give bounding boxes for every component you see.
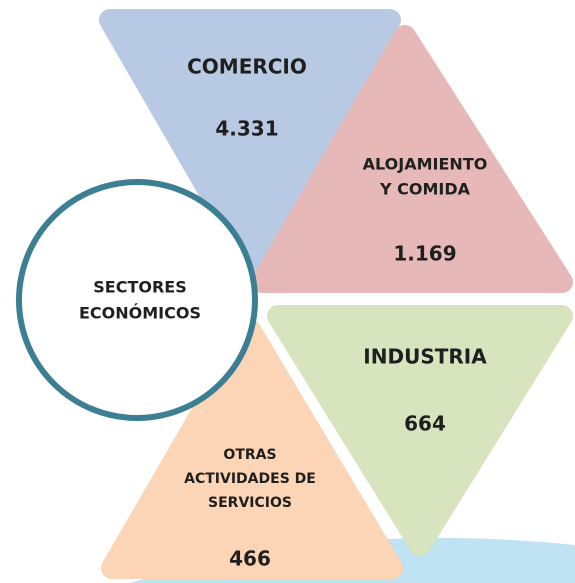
node-label: Y COMIDA xyxy=(379,180,471,199)
center-circle xyxy=(16,179,258,421)
otras-triangle xyxy=(101,319,403,579)
node-label: ALOJAMIENTO xyxy=(363,155,488,174)
center-label: ECONÓMICOS xyxy=(79,304,201,323)
comercio-triangle xyxy=(99,9,401,273)
node-label: OTRAS xyxy=(223,447,276,463)
industria-triangle xyxy=(267,305,573,556)
node-value: 466 xyxy=(229,547,271,571)
node-label: SERVICIOS xyxy=(208,495,292,511)
node-label: INDUSTRIA xyxy=(363,345,487,369)
node-value: 1.169 xyxy=(393,242,456,266)
node-label: COMERCIO xyxy=(187,55,307,79)
node-value: 664 xyxy=(404,412,446,436)
alojamiento-triangle xyxy=(251,25,573,293)
node-value: 4.331 xyxy=(215,117,278,141)
center-label: SECTORES xyxy=(93,278,186,297)
node-label: ACTIVIDADES DE xyxy=(184,471,316,487)
